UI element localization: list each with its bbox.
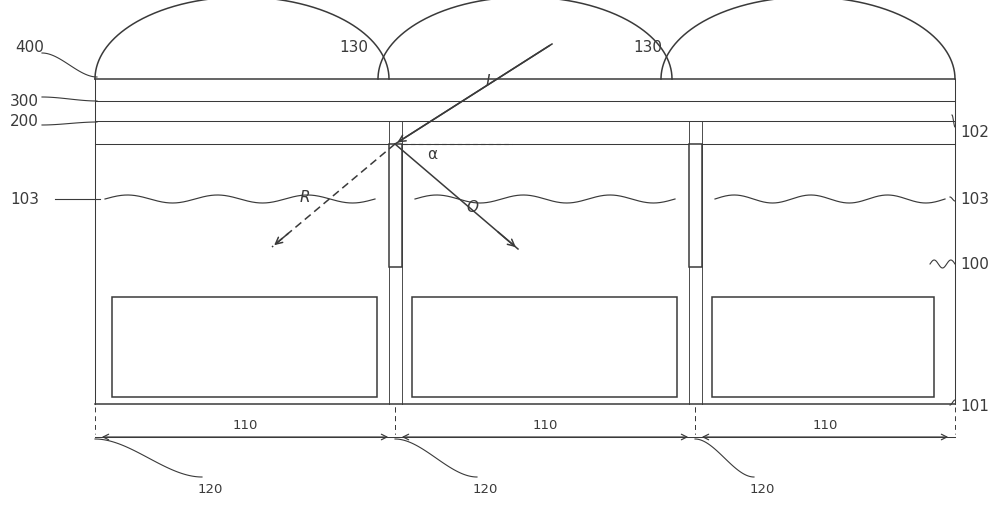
Text: O: O <box>466 200 478 215</box>
Text: R: R <box>300 190 310 205</box>
Text: 101: 101 <box>960 399 989 414</box>
Text: 400: 400 <box>15 40 44 55</box>
Text: 110: 110 <box>232 418 258 431</box>
Bar <box>112 297 377 397</box>
Bar <box>412 297 677 397</box>
Bar <box>712 297 934 397</box>
Text: 300: 300 <box>10 94 39 109</box>
Text: 110: 110 <box>812 418 838 431</box>
Bar <box>688 145 702 267</box>
Text: 120: 120 <box>749 483 775 496</box>
Text: 120: 120 <box>472 483 498 496</box>
Text: I: I <box>486 74 490 89</box>
Text: 103: 103 <box>10 192 39 207</box>
Text: 100: 100 <box>960 257 989 272</box>
Text: 110: 110 <box>532 418 558 431</box>
Text: 130: 130 <box>339 40 368 55</box>
Bar <box>389 145 402 267</box>
Text: 120: 120 <box>197 483 223 496</box>
Text: 200: 200 <box>10 115 39 129</box>
Text: α: α <box>427 147 437 162</box>
Text: 130: 130 <box>633 40 662 55</box>
Text: 103: 103 <box>960 192 989 207</box>
Text: 102: 102 <box>960 125 989 140</box>
